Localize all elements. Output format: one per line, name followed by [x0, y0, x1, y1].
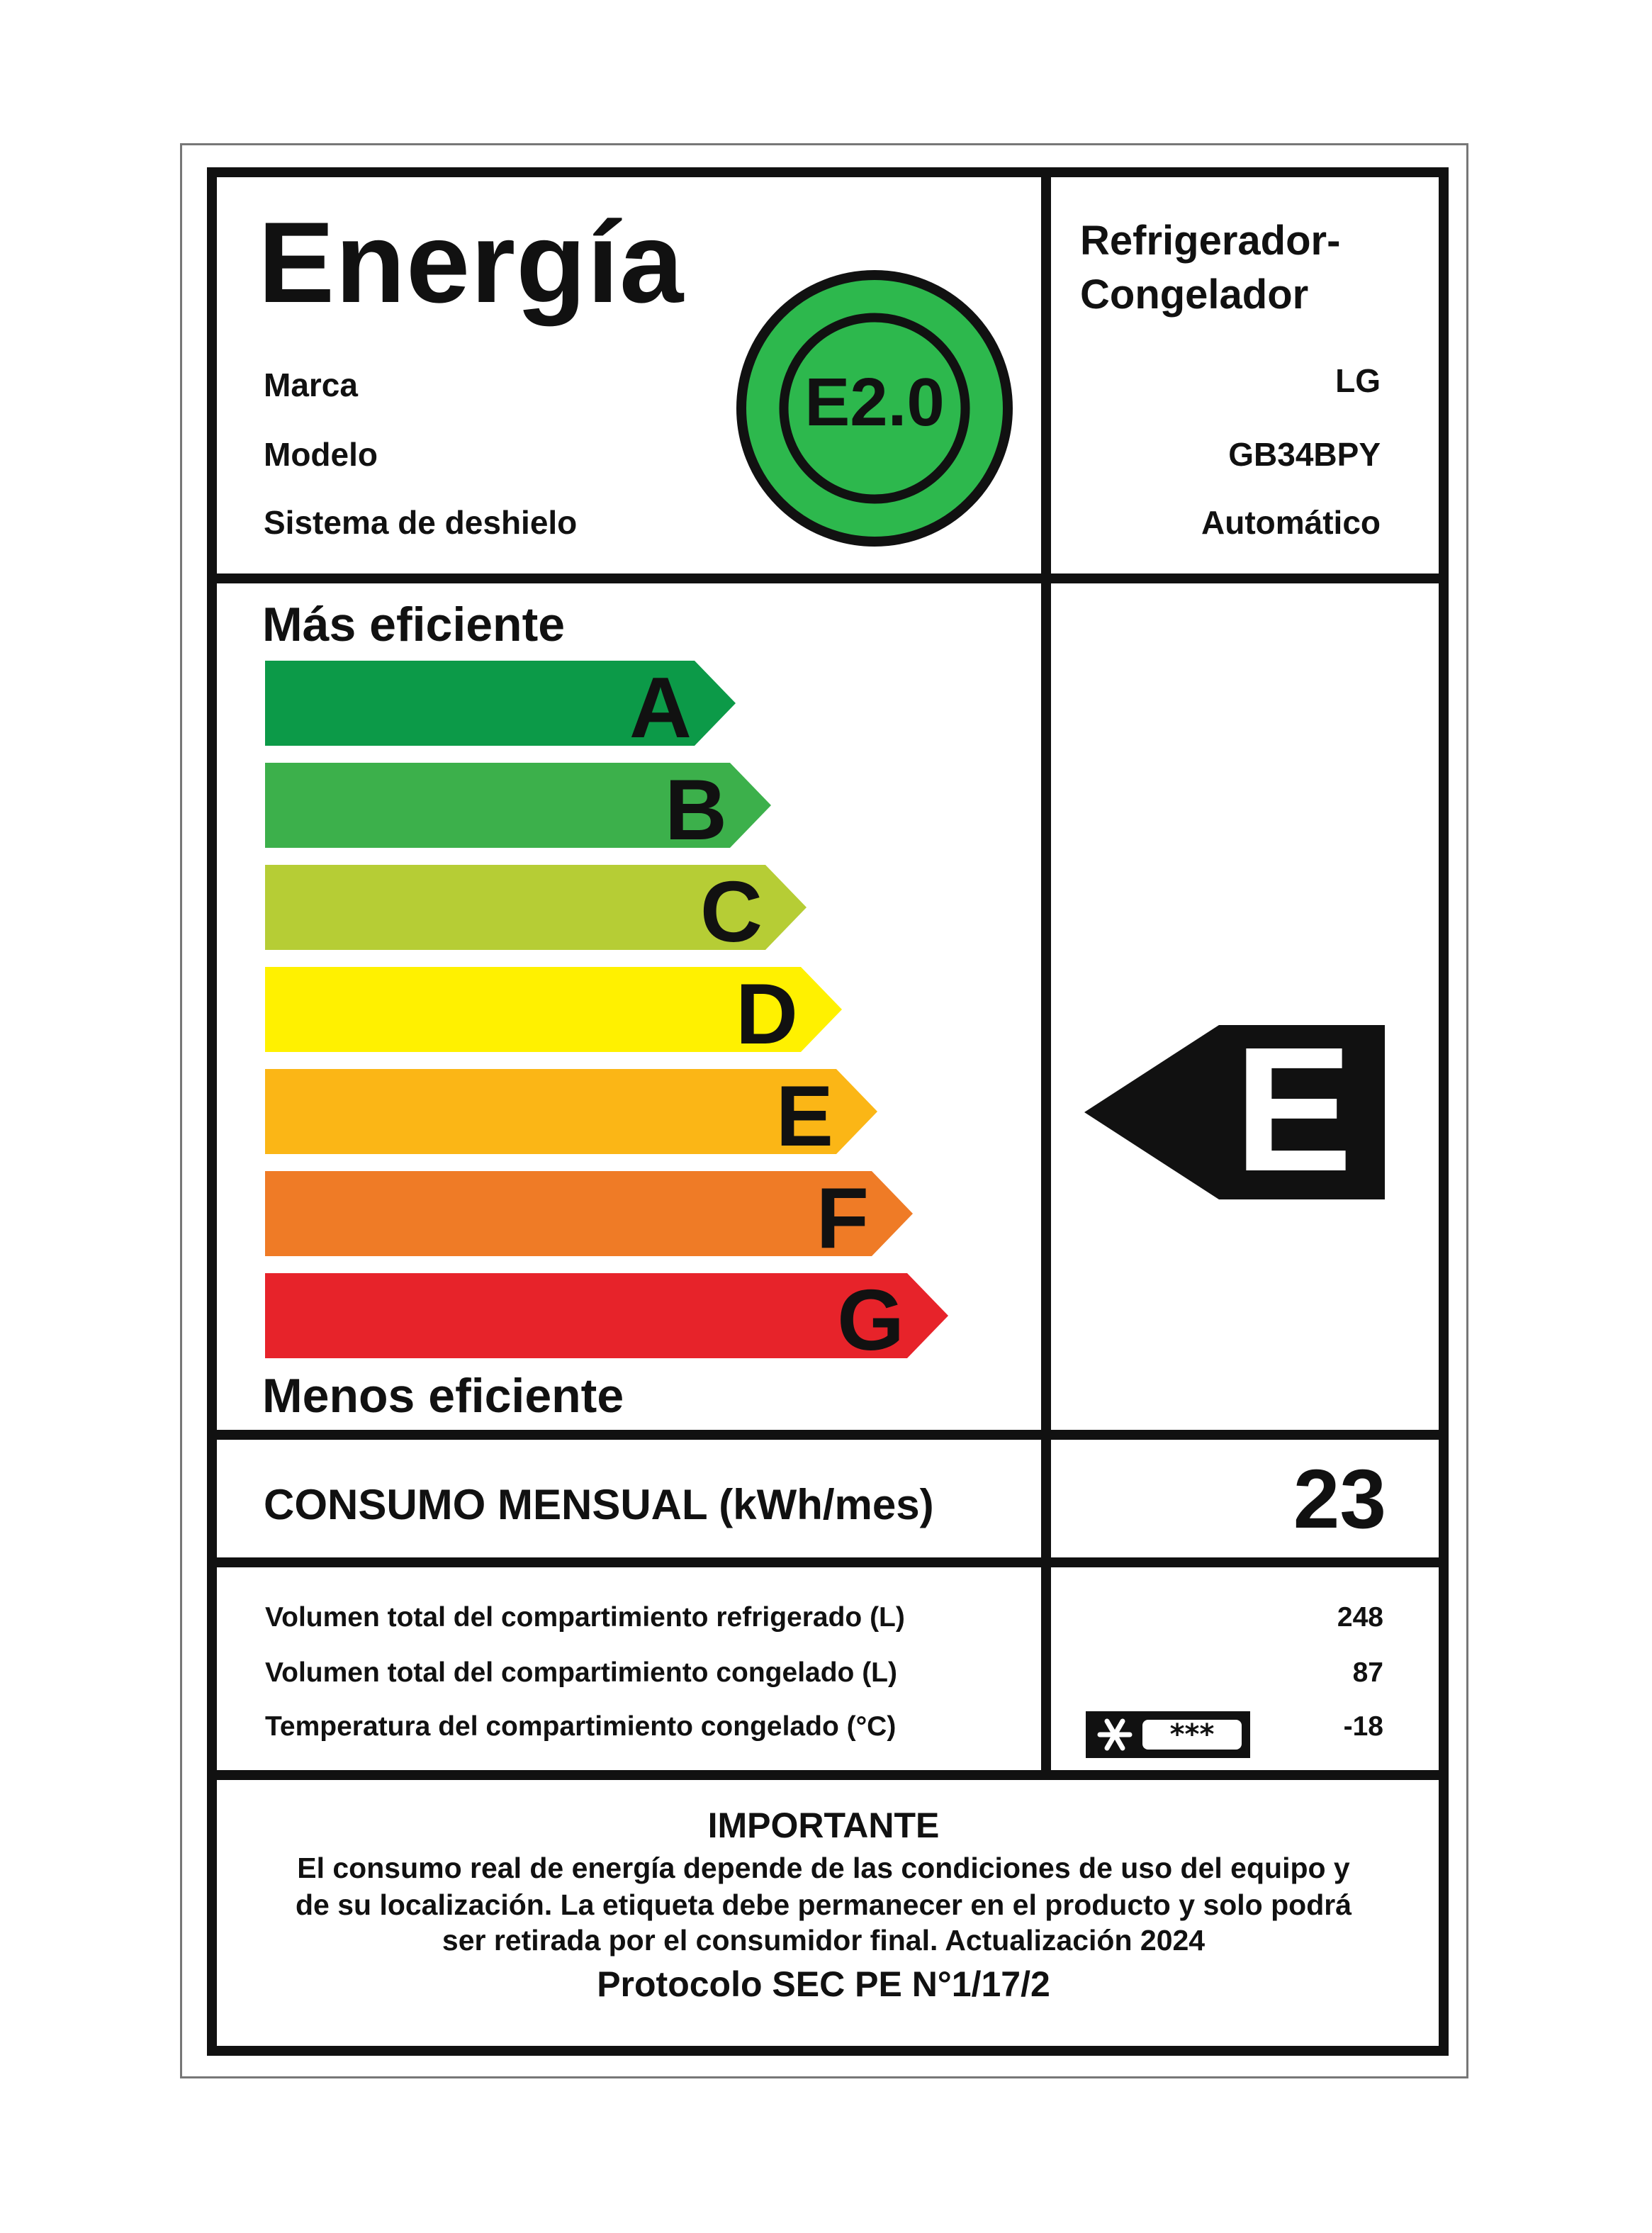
- notice-title: IMPORTANTE: [707, 1806, 940, 1845]
- spec-label-freezer-temp: Temperatura del compartimiento congelado…: [265, 1711, 897, 1742]
- outer-border: [180, 143, 1468, 2078]
- label-frame: [207, 167, 1449, 2056]
- rating-letter: E: [1234, 1010, 1353, 1208]
- notice-line-3: ser retirada por el consumidor final. Ac…: [442, 1924, 1206, 1957]
- product-type-line1: Refrigerador-: [1080, 218, 1341, 264]
- divider-3: [207, 1557, 1449, 1567]
- model-label: Modelo: [264, 436, 378, 473]
- scale-bar-g: G: [265, 1272, 948, 1368]
- scale-bar-e: E: [265, 1068, 877, 1164]
- spec-value-freezer-temp: -18: [1343, 1711, 1383, 1742]
- scale-bar-shape: [265, 865, 807, 950]
- spec-label-fridge-volume: Volumen total del compartimiento refrige…: [265, 1602, 905, 1633]
- scale-bar-f: F: [265, 1170, 913, 1266]
- spec-label-freezer-volume: Volumen total del compartimiento congela…: [265, 1657, 897, 1688]
- notice-line-1: El consumo real de energía depende de la…: [297, 1852, 1350, 1884]
- scale-bar-shape: [265, 967, 842, 1052]
- scale-bar-shape: [265, 763, 771, 848]
- scale-bar-shape: [265, 1171, 913, 1256]
- scale-bar-a: A: [265, 659, 736, 756]
- divider-2: [207, 1430, 1449, 1440]
- scale-bar-letter: B: [665, 761, 727, 858]
- scale-bar-shape: [265, 1273, 948, 1358]
- consumption-label: CONSUMO MENSUAL (kWh/mes): [264, 1481, 934, 1528]
- least-efficient-label: Menos eficiente: [262, 1369, 624, 1423]
- notice-protocol: Protocolo SEC PE N°1/17/2: [597, 1964, 1050, 2004]
- scale-bar-letter: F: [816, 1170, 869, 1266]
- defrost-value: Automático: [1201, 504, 1381, 541]
- consumption-value: 23: [1293, 1453, 1386, 1546]
- product-type-line2: Congelador: [1080, 272, 1309, 318]
- scale-bar-letter: A: [629, 659, 692, 756]
- e2-logo: E2.0: [736, 269, 1013, 547]
- scale-bar-b: B: [265, 761, 771, 858]
- scale-bar-letter: D: [736, 966, 798, 1062]
- e2-logo-text: E2.0: [804, 364, 945, 440]
- scale-bar-c: C: [265, 863, 807, 960]
- label-title: Energía: [258, 198, 685, 327]
- brand-value: LG: [1335, 362, 1381, 399]
- vertical-divider: [1041, 167, 1051, 1780]
- scale-bar-letter: C: [700, 863, 763, 960]
- spec-value-freezer-volume: 87: [1352, 1657, 1383, 1688]
- divider-4: [207, 1770, 1449, 1780]
- rating-arrow: E: [1084, 1021, 1385, 1199]
- notice-line-2: de su localización. La etiqueta debe per…: [295, 1888, 1352, 1921]
- scale-bar-letter: E: [776, 1068, 833, 1164]
- svg-text:***: ***: [1170, 1718, 1215, 1751]
- scale-bar-letter: G: [837, 1272, 904, 1368]
- model-value: GB34BPY: [1228, 436, 1381, 473]
- most-efficient-label: Más eficiente: [262, 598, 566, 651]
- defrost-label: Sistema de deshielo: [264, 504, 578, 541]
- brand-label: Marca: [264, 366, 358, 403]
- freezer-star-icon: ***: [1086, 1711, 1250, 1758]
- divider-1: [207, 573, 1449, 583]
- scale-bar-d: D: [265, 966, 842, 1062]
- scale-bar-shape: [265, 661, 736, 746]
- spec-value-fridge-volume: 248: [1337, 1602, 1383, 1633]
- scale-bar-shape: [265, 1069, 877, 1154]
